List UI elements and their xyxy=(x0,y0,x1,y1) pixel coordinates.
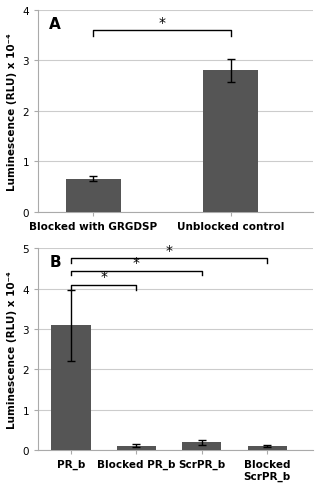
Text: A: A xyxy=(49,17,61,32)
Bar xyxy=(51,325,91,450)
Y-axis label: Luminescence (RLU) x 10⁻⁴: Luminescence (RLU) x 10⁻⁴ xyxy=(7,271,17,428)
Bar xyxy=(203,71,258,212)
Text: *: * xyxy=(165,244,172,258)
Bar xyxy=(117,446,156,450)
Text: *: * xyxy=(133,256,140,270)
Bar xyxy=(248,446,287,450)
Text: *: * xyxy=(100,270,107,284)
Bar xyxy=(182,443,221,450)
Text: B: B xyxy=(49,255,61,270)
Bar xyxy=(66,180,121,212)
Text: *: * xyxy=(158,16,165,30)
Y-axis label: Luminescence (RLU) x 10⁻⁴: Luminescence (RLU) x 10⁻⁴ xyxy=(7,33,17,190)
